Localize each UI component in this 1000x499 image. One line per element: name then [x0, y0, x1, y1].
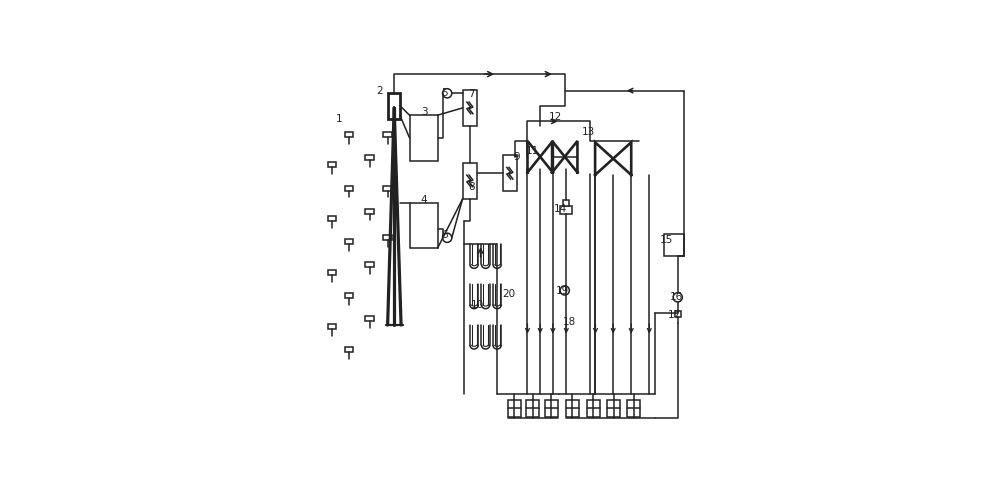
- Text: 7: 7: [468, 89, 475, 99]
- Bar: [664, 234, 684, 256]
- Text: 18: 18: [563, 317, 576, 327]
- Bar: [508, 400, 521, 417]
- Bar: [563, 200, 569, 206]
- Bar: [410, 115, 438, 161]
- Text: 8: 8: [468, 183, 475, 193]
- Text: 9: 9: [513, 152, 520, 162]
- Bar: [365, 209, 374, 214]
- Circle shape: [443, 233, 452, 243]
- Bar: [463, 90, 477, 126]
- Text: 4: 4: [420, 195, 427, 205]
- Text: 20: 20: [502, 289, 515, 299]
- Bar: [328, 324, 336, 329]
- Text: 13: 13: [582, 127, 595, 137]
- Bar: [675, 311, 681, 317]
- Bar: [463, 163, 477, 199]
- Text: 17: 17: [668, 310, 681, 320]
- Bar: [383, 236, 392, 241]
- Text: 1: 1: [336, 114, 342, 124]
- Bar: [365, 262, 374, 267]
- Bar: [345, 132, 353, 137]
- Bar: [566, 400, 579, 417]
- Circle shape: [560, 286, 569, 295]
- Text: 6: 6: [441, 231, 448, 241]
- Bar: [365, 316, 374, 321]
- Bar: [328, 216, 336, 221]
- Bar: [383, 132, 392, 137]
- Bar: [328, 270, 336, 275]
- Bar: [345, 347, 353, 352]
- Bar: [365, 155, 374, 160]
- Text: 12: 12: [549, 112, 562, 122]
- Text: 3: 3: [422, 107, 428, 117]
- Text: 16: 16: [670, 292, 683, 302]
- Bar: [560, 206, 572, 215]
- Bar: [388, 92, 400, 119]
- Bar: [345, 293, 353, 298]
- Text: 14: 14: [554, 204, 568, 214]
- Bar: [526, 400, 539, 417]
- Text: 5: 5: [441, 88, 448, 98]
- Bar: [383, 186, 392, 191]
- Bar: [587, 400, 600, 417]
- Circle shape: [443, 89, 452, 98]
- Text: 19: 19: [556, 286, 569, 296]
- Bar: [328, 163, 336, 168]
- Text: 2: 2: [377, 86, 383, 96]
- Bar: [503, 155, 517, 191]
- Bar: [410, 203, 438, 248]
- Text: 15: 15: [660, 235, 673, 245]
- Bar: [345, 240, 353, 245]
- Text: 10: 10: [471, 300, 484, 310]
- Circle shape: [673, 293, 682, 302]
- Bar: [607, 400, 620, 417]
- Bar: [545, 400, 558, 417]
- Bar: [627, 400, 640, 417]
- Bar: [345, 186, 353, 191]
- Text: 11: 11: [526, 146, 539, 156]
